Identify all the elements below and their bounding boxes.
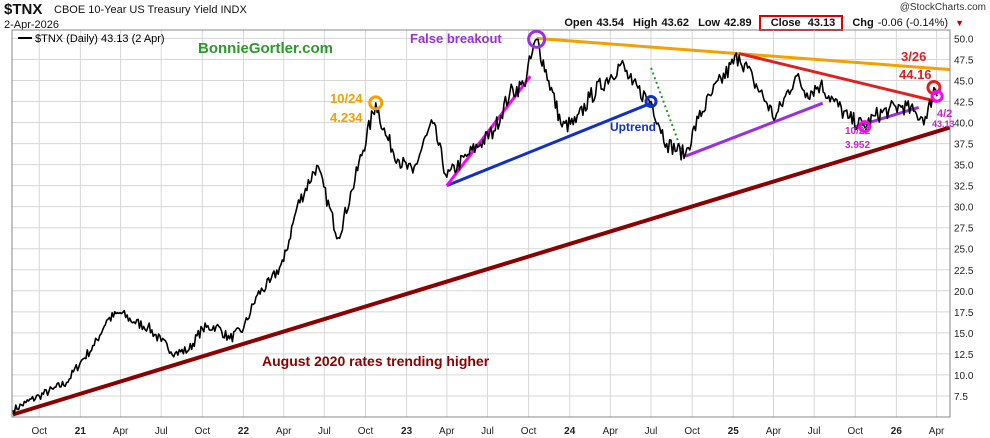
x-tick-label: 24 (564, 426, 576, 437)
x-tick-label: Apr (929, 426, 945, 437)
y-tick-label: 27.5 (954, 224, 974, 235)
mar26-date-label: 3/26 (901, 49, 926, 64)
x-tick-label: 23 (401, 426, 413, 437)
y-axis-ticks: 7.5 10.0 12.5 15.0 17.5 20.0 22.5 25.0 27.5 30.0 3… (954, 34, 974, 403)
apr2-date-label: 4/2 (937, 108, 952, 120)
y-tick-label: 50.0 (954, 34, 974, 45)
open-label: Open (564, 17, 593, 29)
series-legend: $TNX (Daily) 43.13 (2 Apr) (18, 33, 165, 45)
y-tick-label: 40.0 (954, 119, 974, 130)
high-label: High (633, 17, 658, 29)
y-tick-label: 32.5 (954, 182, 974, 193)
y-tick-label: 7.5 (954, 392, 968, 403)
x-tick-label: 21 (75, 426, 87, 437)
x-tick-label: Jul (318, 426, 331, 437)
oct22-date-label: 10/22 (845, 126, 870, 137)
uptrend-blue (446, 101, 652, 188)
annotation-marks (368, 29, 944, 134)
x-tick-label: Oct (521, 426, 537, 437)
close-label: Close (770, 17, 801, 29)
y-tick-label: 37.5 (954, 140, 974, 151)
chg-label: Chg (852, 17, 874, 29)
y-tick-label: 30.0 (954, 203, 974, 214)
x-tick-label: Jul (808, 426, 821, 437)
down-triangle-icon: ▼ (955, 18, 964, 28)
y-tick-label: 17.5 (954, 308, 974, 319)
price-line (12, 38, 938, 415)
x-tick-label: Oct (195, 426, 211, 437)
x-tick-label: Apr (603, 426, 619, 437)
close-value: 43.13 (807, 17, 836, 29)
chart-date: 2-Apr-2026 (4, 19, 60, 31)
y-tick-label: 25.0 (954, 245, 974, 256)
security-name: CBOE 10-Year US Treasury Yield INDX (54, 4, 247, 16)
oct24-date-label: 10/24 (330, 91, 363, 106)
oct22-circle (858, 120, 872, 134)
x-tick-label: 22 (238, 426, 250, 437)
y-tick-label: 35.0 (954, 161, 974, 172)
resistance-red (738, 52, 938, 103)
uptrend-label: Uptrend (610, 120, 656, 134)
mar26-value-label: 44.16 (899, 67, 932, 82)
x-tick-label: Apr (113, 426, 129, 437)
symbol-label: $TNX (4, 1, 43, 18)
x-tick-label: Oct (684, 426, 700, 437)
x-tick-label: Jul (155, 426, 168, 437)
low-value: 42.89 (724, 17, 752, 29)
chart-header: $TNX CBOE 10-Year US Treasury Yield INDX… (4, 0, 986, 32)
y-tick-label: 45.0 (954, 76, 974, 87)
x-tick-label: Oct (358, 426, 374, 437)
open-value: 43.54 (596, 17, 624, 29)
x-tick-label: Oct (847, 426, 863, 437)
y-tick-label: 20.0 (954, 287, 974, 298)
annotations: BonnieGortler.com False breakout Uptrend… (198, 31, 955, 369)
x-tick-label: Apr (439, 426, 455, 437)
purple-support-1 (684, 101, 824, 158)
legend-label: $TNX (Daily) 43.13 (2 Apr) (35, 33, 165, 45)
y-tick-label: 12.5 (954, 350, 974, 361)
y-tick-label: 22.5 (954, 266, 974, 277)
apr2-circle (930, 89, 944, 103)
x-tick-label: Apr (766, 426, 782, 437)
x-axis-ticks: Oct 21 Apr Jul Oct 22 Apr Jul Oct 23 Apr Jul Oct 24 Ap… (31, 426, 945, 437)
x-tick-label: 26 (891, 426, 903, 437)
x-tick-label: Jul (645, 426, 658, 437)
y-tick-label: 15.0 (954, 329, 974, 340)
chg-value: -0.06 (-0.14%) (877, 17, 949, 29)
y-tick-label: 10.0 (954, 371, 974, 382)
oct24-circle (368, 95, 384, 111)
august-2020-label: August 2020 rates trending higher (262, 353, 490, 369)
apr2-value-label: 43.13 (932, 119, 955, 129)
oct24-value-label: 4.234 (330, 110, 363, 125)
x-tick-label: 25 (728, 426, 740, 437)
x-tick-label: Oct (31, 426, 47, 437)
y-tick-label: 42.5 (954, 98, 974, 109)
false-breakout-circle (527, 29, 547, 49)
y-tick-label: 47.5 (954, 55, 974, 66)
oct22-value-label: 3.952 (845, 140, 870, 151)
uptrend-circle (644, 95, 658, 109)
green-downtrend (650, 67, 684, 155)
plot-frame (11, 29, 951, 418)
august-2020-trendline (12, 125, 951, 417)
ohlc-readout: Open 43.54 High 43.62 Low 42.89 Close 43.13… (558, 15, 964, 31)
bonnie-gortler-label: BonnieGortler.com (198, 40, 333, 57)
stockcharts-credit: @StockCharts.com (899, 2, 986, 13)
false-breakout-label: False breakout (410, 31, 502, 46)
high-value: 43.62 (661, 17, 690, 29)
x-tick-label: Apr (276, 426, 292, 437)
x-tick-label: Jul (481, 426, 494, 437)
low-label: Low (698, 17, 721, 29)
